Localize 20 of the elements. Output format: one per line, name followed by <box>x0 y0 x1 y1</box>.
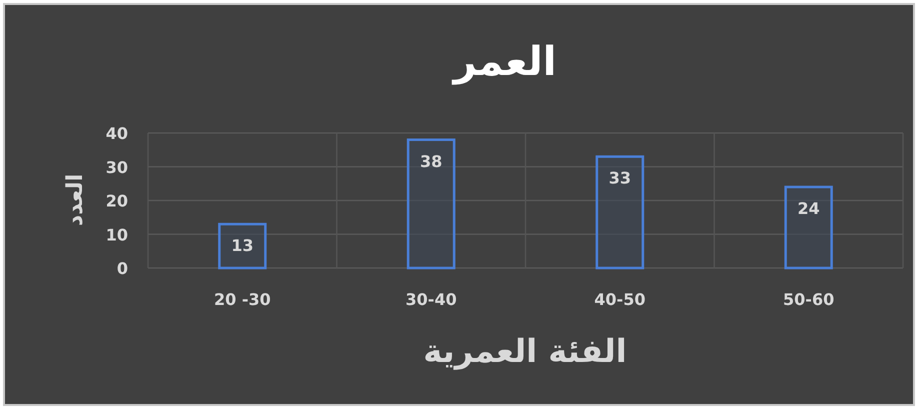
data-label: 24 <box>797 199 820 218</box>
y-tick-label: 0 <box>116 259 128 278</box>
bar <box>784 186 833 270</box>
x-tick-label: 30-40 <box>406 290 457 309</box>
data-label: 13 <box>231 236 254 256</box>
data-label: 33 <box>608 168 632 188</box>
data-label: 38 <box>420 152 442 171</box>
chart-title: العمر <box>451 39 557 85</box>
x-tick-label: 50-60 <box>783 290 834 309</box>
x-tick-label: 40-50 <box>594 290 646 309</box>
x-axis-title: الفئة العمرية <box>423 332 627 370</box>
y-tick-label: 20 <box>106 192 128 210</box>
bar <box>596 155 644 270</box>
bar <box>406 138 456 270</box>
y-tick-label: 10 <box>106 225 128 244</box>
y-tick-label: 40 <box>106 124 128 143</box>
y-tick-label: 30 <box>106 158 128 177</box>
y-axis-title: العدد <box>63 174 88 226</box>
bar <box>218 222 267 270</box>
x-tick-label: 20 -30 <box>214 290 271 309</box>
